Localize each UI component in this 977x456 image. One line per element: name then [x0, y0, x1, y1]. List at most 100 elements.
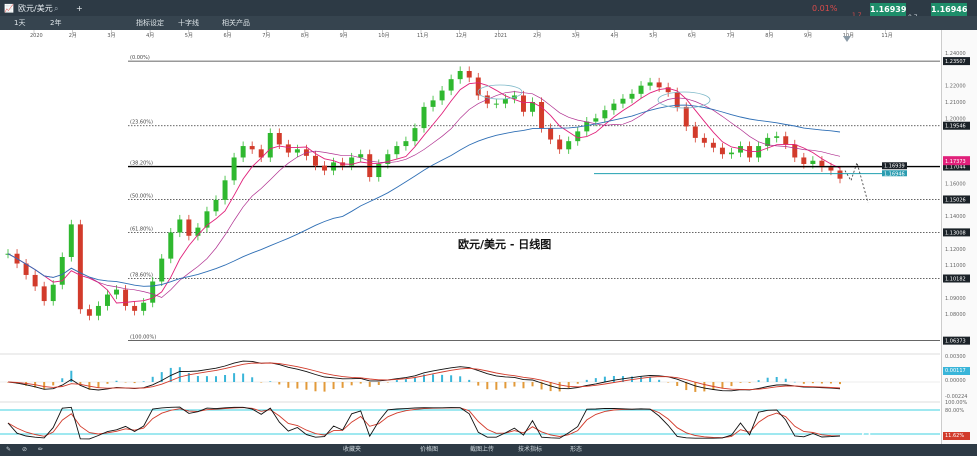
candle-body: [276, 133, 282, 145]
candle-body: [602, 110, 608, 119]
footer-patterns[interactable]: 形态: [570, 446, 583, 453]
candle-body: [68, 224, 74, 257]
pen-icon[interactable]: ✏: [38, 446, 44, 453]
fib-level-label: (78.60%): [130, 273, 153, 279]
alt-price-tag: [882, 170, 907, 177]
macd-axis-label: -0.00224: [945, 394, 967, 400]
price-axis-label: 1.13008: [945, 230, 966, 236]
macd-signal-line: [7, 362, 841, 391]
macd-histogram-bar: [124, 382, 127, 383]
candle-body: [258, 149, 264, 158]
candle-body: [177, 219, 183, 233]
macd-histogram-bar: [784, 378, 787, 382]
macd-histogram-bar: [404, 379, 407, 382]
macd-histogram-bar: [314, 382, 317, 392]
draw-tool-icon[interactable]: ✎: [6, 446, 12, 453]
candle-body: [150, 281, 156, 303]
current-price-tag: [882, 162, 907, 170]
chart-type-icon[interactable]: 📈: [4, 4, 14, 13]
hide-icon[interactable]: ⊘: [22, 446, 28, 453]
candle-body: [828, 167, 834, 171]
stoch-value-tag: [943, 432, 970, 440]
macd-histogram-bar: [712, 382, 715, 390]
macd-histogram-bar: [486, 382, 489, 390]
candle-body: [23, 263, 29, 275]
toolbar-crosshair[interactable]: 十字线: [178, 19, 199, 27]
candle-body: [674, 92, 680, 107]
candle-body: [50, 284, 56, 302]
x-tick-label: 9月: [340, 33, 348, 39]
candle-body: [701, 137, 707, 143]
current-bar-marker-icon: [843, 36, 851, 42]
ask-price[interactable]: 1.16946: [931, 3, 967, 17]
macd-histogram-bar: [187, 373, 190, 382]
x-tick-label: 2月: [69, 33, 77, 39]
x-tick-label: 6月: [688, 33, 696, 39]
candle-body: [77, 224, 83, 310]
candle-body: [611, 103, 617, 111]
candle-body: [240, 146, 246, 158]
macd-histogram-bar: [703, 382, 706, 392]
candle-body: [367, 154, 373, 178]
toolbar-related[interactable]: 相关产品: [222, 19, 250, 27]
macd-histogram-bar: [350, 382, 353, 386]
macd-histogram-bar: [649, 377, 652, 382]
candle-body: [728, 152, 734, 155]
stoch-axis-label: 80.00%: [945, 408, 964, 414]
add-tab-button[interactable]: +: [76, 4, 83, 13]
period-select[interactable]: 1天: [14, 19, 26, 27]
macd-histogram-bar: [305, 382, 308, 390]
macd-histogram-bar: [603, 376, 606, 382]
footer-indicators[interactable]: 技术指标: [518, 446, 543, 453]
macd-histogram-bar: [79, 382, 82, 385]
range-select[interactable]: 2年: [50, 19, 62, 27]
fib-level-label: (100.00%): [130, 335, 156, 341]
candle-body: [231, 157, 237, 181]
stoch-axis-label: 11.62%: [945, 433, 964, 439]
candle-body: [665, 87, 671, 93]
x-tick-label: 5月: [649, 33, 657, 39]
alt-price-tag-label: 1.16946: [884, 171, 905, 177]
bid-price[interactable]: 1.16939: [870, 3, 906, 17]
candle-body: [104, 294, 110, 306]
price-axis-label: 1.08000: [945, 312, 966, 318]
x-tick-label: 4月: [611, 33, 619, 39]
macd-histogram-bar: [766, 377, 769, 382]
toolbar-indicator-settings[interactable]: 指标设定: [136, 19, 164, 27]
candle-body: [837, 170, 843, 179]
projection-path: [844, 161, 869, 203]
candle-body: [376, 164, 382, 178]
candle-body: [267, 133, 273, 158]
candle-body: [656, 82, 662, 88]
instrument-tab[interactable]: 欧元/美元: [18, 4, 53, 13]
macd-histogram-bar: [332, 382, 335, 390]
macd-histogram-bar: [793, 381, 796, 383]
candle-body: [620, 98, 626, 104]
footer-price-chart[interactable]: 价格图: [420, 446, 439, 453]
chart-toolbar: 1天 2年 指标设定 十字线 相关产品: [0, 16, 977, 30]
price-axis-label: 1.22000: [945, 84, 966, 90]
x-tick-label: 2021: [494, 33, 507, 39]
price-axis-box: [943, 274, 970, 283]
price-axis-label: 1.19546: [945, 124, 966, 130]
candle-body: [448, 79, 454, 91]
price-axis-label: 1.24000: [945, 51, 966, 57]
candle-body: [213, 199, 219, 212]
price-axis-label: 1.17044: [945, 165, 966, 171]
macd-histogram-bar: [341, 382, 344, 388]
search-icon[interactable]: ⌕: [54, 4, 59, 13]
macd-histogram-bar: [269, 381, 272, 382]
footer-screenshot[interactable]: 截图上传: [470, 446, 495, 453]
price-axis-label: 1.14000: [945, 214, 966, 220]
candle-body: [412, 128, 418, 142]
macd-histogram-bar: [721, 382, 724, 389]
price-axis-label: 1.10182: [945, 277, 966, 283]
tab-row: 📈 欧元/美元 ⌕ + 0.01% 1.7: [0, 0, 977, 19]
footer-favorites[interactable]: 收藏夹: [343, 446, 362, 453]
chart-title: 欧元/美元 - 日线图: [458, 237, 551, 251]
candle-body: [32, 274, 38, 287]
macd-histogram-bar: [224, 374, 227, 382]
macd-axis-label: 0.00300: [945, 354, 966, 360]
candle-body: [710, 142, 716, 148]
